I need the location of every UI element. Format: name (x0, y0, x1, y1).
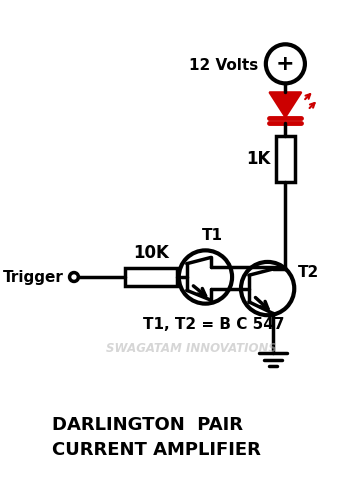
Text: Trigger: Trigger (2, 269, 63, 285)
Text: DARLINGTON  PAIR
CURRENT AMPLIFIER: DARLINGTON PAIR CURRENT AMPLIFIER (52, 416, 261, 458)
Polygon shape (269, 92, 301, 117)
Text: 12 Volts: 12 Volts (190, 58, 259, 73)
Text: SWAGATAM INNOVATIONS: SWAGATAM INNOVATIONS (106, 342, 277, 355)
Text: T1: T1 (202, 228, 223, 243)
Text: 10K: 10K (133, 244, 169, 262)
Text: T2: T2 (298, 265, 319, 280)
Bar (276, 136, 295, 182)
Circle shape (69, 273, 78, 281)
Text: T1, T2 = B C 547: T1, T2 = B C 547 (143, 317, 285, 332)
Text: +: + (276, 54, 295, 74)
Bar (126, 268, 177, 286)
Text: 1K: 1K (246, 150, 270, 168)
